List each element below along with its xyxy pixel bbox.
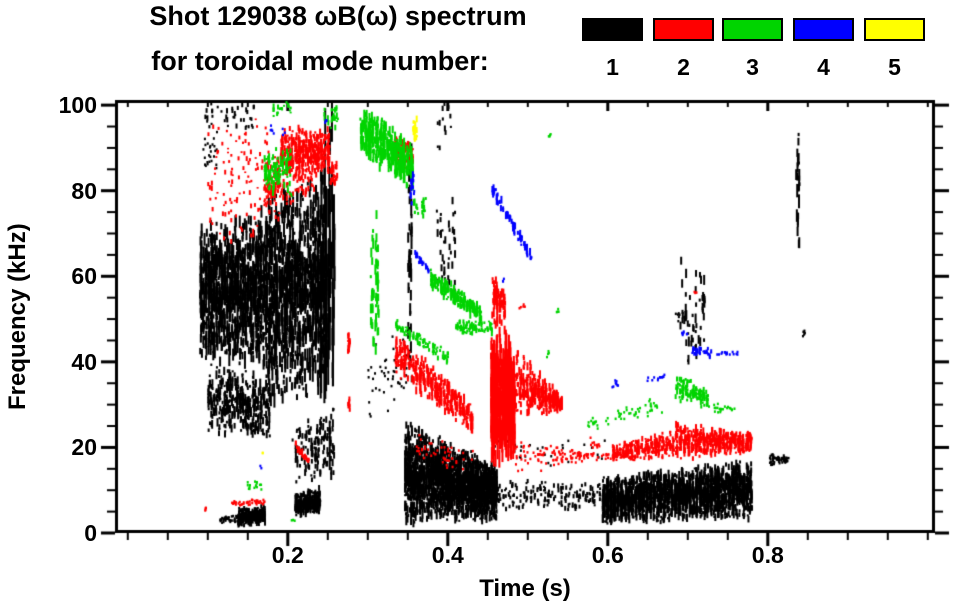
legend-swatch-5	[864, 18, 925, 41]
figure-subtitle: for toroidal mode number:	[151, 46, 489, 76]
legend-label-2: 2	[677, 54, 690, 80]
y-axis-label: Frequency (kHz)	[4, 223, 31, 410]
y-tick-label: 20	[71, 434, 97, 461]
figure-title: Shot 129038 ωB(ω) spectrum	[149, 1, 527, 31]
y-tick-label: 60	[71, 263, 97, 290]
legend-swatch-1	[582, 18, 643, 41]
y-tick-label: 40	[71, 348, 97, 375]
y-tick-label: 0	[84, 520, 97, 546]
legend-label-5: 5	[888, 54, 901, 80]
y-tick-label: 80	[71, 177, 97, 204]
legend-swatch-3	[722, 18, 783, 41]
y-tick-label: 100	[58, 92, 97, 119]
legend-label-1: 1	[606, 54, 619, 80]
x-tick-label: 0.2	[271, 542, 304, 568]
legend-label-4: 4	[817, 54, 830, 80]
legend-swatch-4	[793, 18, 854, 41]
legend: 1 2 3 4 5	[0, 0, 963, 90]
legend-label-3: 3	[746, 54, 759, 80]
x-axis-label: Time (s)	[479, 575, 571, 602]
x-tick-label: 0.6	[591, 542, 624, 568]
x-tick-label: 0.8	[751, 542, 784, 568]
legend-swatch-2	[653, 18, 714, 41]
x-tick-label: 0.4	[431, 542, 464, 568]
